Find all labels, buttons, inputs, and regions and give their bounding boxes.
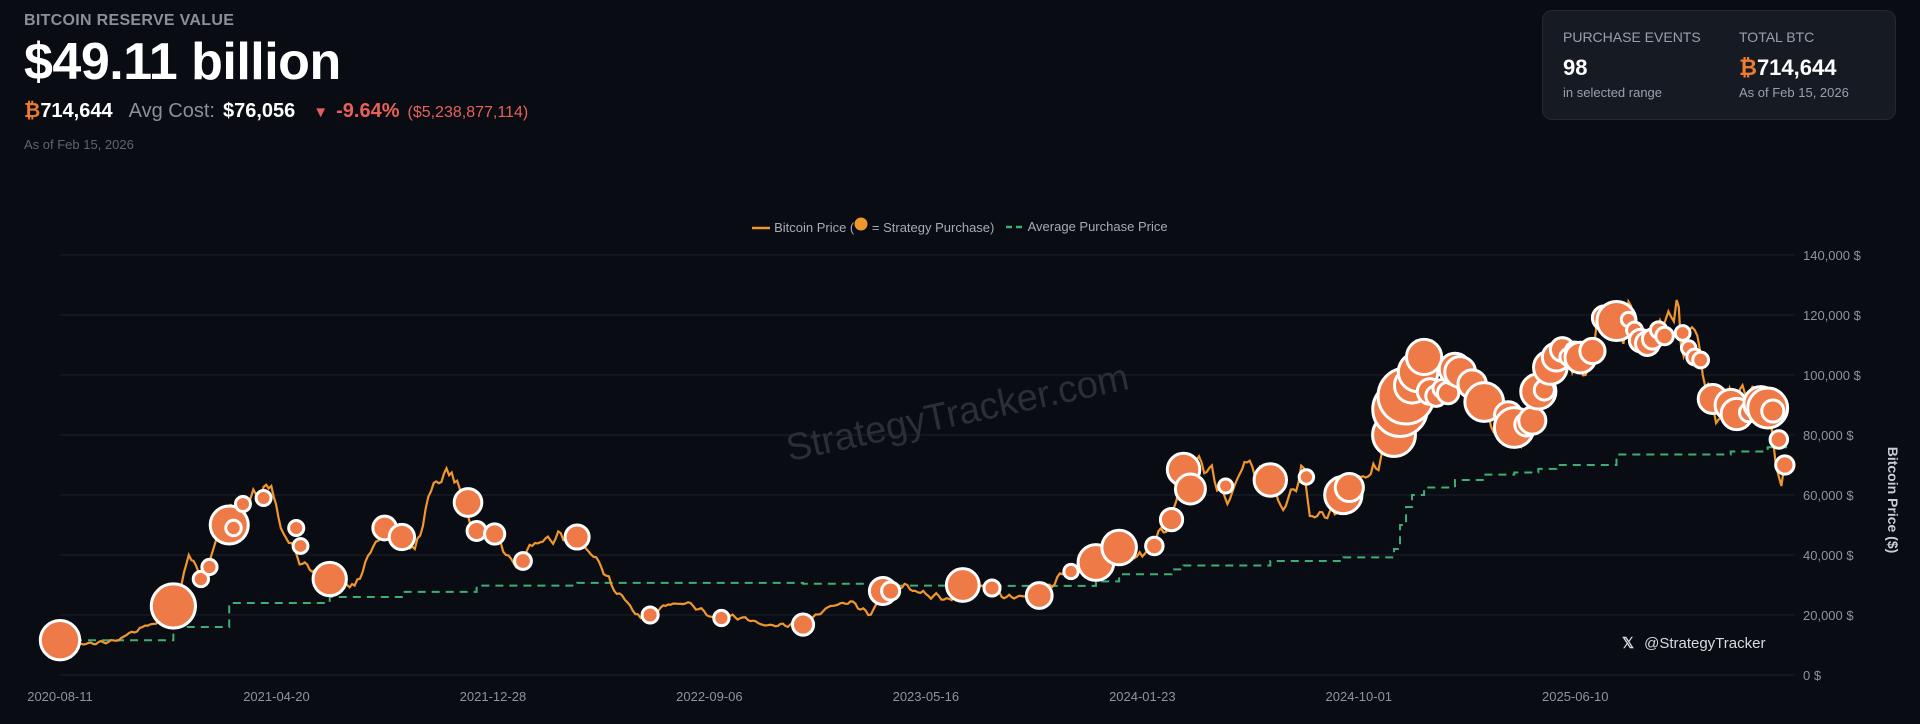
purchase-bubble[interactable] [640, 605, 660, 625]
reserve-summary-row: ₿714,644 Avg Cost: $76,056 ▼ -9.64% ($5,… [24, 100, 528, 123]
purchase-bubble[interactable] [880, 580, 902, 602]
purchase-bubble[interactable] [191, 569, 211, 589]
purchase-bubble[interactable] [1333, 471, 1365, 504]
purchase-bubble[interactable] [1578, 336, 1607, 366]
x-tick-label: 2021-12-28 [460, 689, 527, 704]
purchase-bubble[interactable] [1774, 454, 1796, 476]
purchase-bubble[interactable] [465, 519, 488, 543]
y-tick-label: 20,000 $ [1803, 608, 1854, 623]
purchase-bubble[interactable] [1405, 337, 1444, 377]
avg-cost-label: Avg Cost: [128, 100, 215, 122]
legend-line-icon [752, 226, 771, 230]
x-tick-label: 2024-01-23 [1109, 689, 1176, 704]
legend-avg-item[interactable]: Average Purchase Price [1005, 218, 1168, 234]
purchase-bubble[interactable] [1673, 324, 1692, 342]
purchase-bubble[interactable] [291, 537, 310, 555]
x-tick-label: 2023-05-16 [893, 689, 960, 704]
y-axis-title: Bitcoin Price ($) [1885, 447, 1901, 554]
purchase-bubble[interactable] [224, 518, 243, 538]
purchase-bubble[interactable] [1297, 468, 1316, 486]
down-arrow-icon: ▼ [313, 104, 329, 121]
purchase-bubble[interactable] [149, 582, 197, 630]
x-tick-label: 2025-06-10 [1542, 689, 1609, 704]
orange-dot-icon [854, 217, 868, 231]
x-logo-icon: 𝕏 [1622, 635, 1635, 652]
purchase-bubble[interactable] [1217, 477, 1235, 495]
purchase-bubble[interactable] [1158, 506, 1185, 533]
x-tick-label: 2020-08-11 [27, 689, 93, 704]
purchase-bubble[interactable] [1062, 562, 1080, 581]
stats-card: PURCHASE EVENTS 98 in selected range TOT… [1542, 10, 1896, 120]
purchase-events-label: PURCHASE EVENTS [1563, 29, 1701, 45]
total-btc-label: TOTAL BTC [1739, 29, 1815, 45]
social-handle[interactable]: 𝕏 @StrategyTracker [1622, 635, 1766, 652]
bitcoin-icon: ₿ [24, 100, 41, 122]
avg-cost-value: $76,056 [222, 100, 296, 122]
change-usd: ($5,238,877,114) [407, 104, 529, 121]
purchase-bubble[interactable] [233, 494, 252, 514]
watermark: StrategyTracker.com [782, 356, 1132, 470]
purchase-bubble[interactable] [1768, 429, 1790, 450]
purchase-events-value: 98 [1563, 55, 1588, 80]
purchase-bubble[interactable] [1024, 581, 1054, 610]
purchase-bubble[interactable] [38, 619, 82, 662]
btc-amount: 714,644 [40, 100, 113, 122]
y-tick-label: 80,000 $ [1803, 428, 1854, 443]
purchase-bubble[interactable] [483, 522, 507, 546]
purchase-bubble[interactable] [387, 522, 417, 552]
purchase-bubble[interactable] [287, 518, 306, 538]
average-purchase-line [60, 446, 1791, 642]
y-tick-label: 60,000 $ [1803, 488, 1854, 503]
purchase-bubble[interactable] [790, 612, 816, 637]
bitcoin-icon: ₿ [1739, 55, 1757, 80]
reserve-header: BITCOIN RESERVE VALUE $49.11 billion ₿71… [24, 12, 528, 152]
purchase-bubble[interactable] [1100, 528, 1138, 567]
reserve-kicker: BITCOIN RESERVE VALUE [24, 12, 235, 29]
purchase-bubble[interactable] [1517, 405, 1548, 436]
purchase-bubble[interactable] [1252, 462, 1289, 498]
purchase-bubble[interactable] [452, 487, 484, 518]
legend-dashed-line-icon [1005, 225, 1024, 229]
x-tick-label: 2021-04-20 [243, 689, 310, 704]
chart-legend: Bitcoin Price ( = Strategy Purchase) Ave… [0, 217, 1920, 235]
purchase-bubble[interactable] [200, 557, 219, 577]
total-btc-sub: As of Feb 15, 2026 [1739, 85, 1849, 100]
purchase-events-sub: in selected range [1563, 85, 1663, 100]
purchase-bubble[interactable] [1654, 325, 1675, 347]
x-tick-label: 2022-09-06 [676, 689, 743, 704]
total-btc-stat: TOTAL BTC ₿714,644 As of Feb 15, 2026 [1739, 29, 1849, 100]
as-of-date: As of Feb 15, 2026 [24, 137, 134, 152]
total-btc-value: 714,644 [1756, 55, 1837, 80]
purchase-bubble[interactable] [1760, 398, 1786, 424]
y-tick-label: 140,000 $ [1803, 248, 1862, 263]
purchase-bubble[interactable] [254, 489, 273, 507]
x-tick-label: 2024-10-01 [1326, 689, 1393, 704]
purchase-bubble[interactable] [1173, 472, 1207, 506]
purchase-bubble[interactable] [311, 560, 348, 598]
purchase-bubble[interactable] [1691, 350, 1711, 370]
reserve-value: $49.11 billion [24, 33, 341, 91]
purchase-bubble[interactable] [944, 567, 981, 603]
purchase-bubble[interactable] [982, 578, 1002, 598]
purchase-events-stat: PURCHASE EVENTS 98 in selected range [1563, 29, 1701, 100]
y-tick-label: 0 $ [1803, 668, 1822, 683]
y-tick-label: 100,000 $ [1803, 368, 1862, 383]
change-percent: -9.64% [336, 100, 400, 122]
purchase-bubble[interactable] [712, 608, 731, 628]
y-tick-label: 120,000 $ [1803, 308, 1862, 323]
purchase-bubble[interactable] [1144, 535, 1165, 557]
legend-price-item[interactable]: Bitcoin Price ( = Strategy Purchase) [752, 217, 998, 235]
purchase-bubble[interactable] [513, 551, 533, 571]
purchase-bubble[interactable] [563, 523, 591, 551]
y-tick-label: 40,000 $ [1803, 548, 1854, 563]
